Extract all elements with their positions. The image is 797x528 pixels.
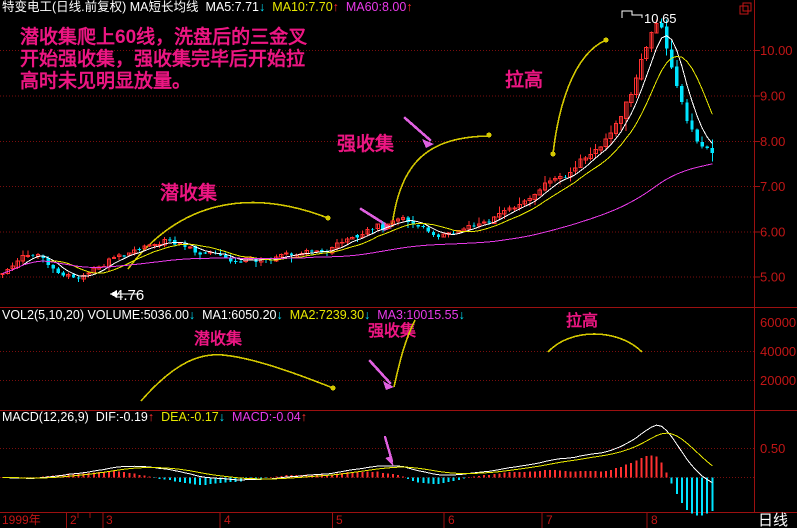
- svg-text:0.50: 0.50: [760, 441, 785, 456]
- svg-text:8.00: 8.00: [760, 134, 785, 149]
- svg-text:6.00: 6.00: [760, 224, 785, 239]
- svg-text:8: 8: [651, 513, 658, 527]
- svg-text:4: 4: [224, 513, 231, 527]
- svg-text:潜收集: 潜收集: [194, 329, 243, 348]
- svg-text:高时未见明显放量。: 高时未见明显放量。: [20, 69, 191, 92]
- svg-text:6: 6: [448, 513, 455, 527]
- svg-text:60000: 60000: [760, 315, 796, 330]
- svg-text:7: 7: [546, 513, 553, 527]
- svg-text:4.76: 4.76: [115, 287, 144, 304]
- svg-text:9.00: 9.00: [760, 89, 785, 104]
- svg-text:潜收集: 潜收集: [160, 181, 218, 204]
- svg-text:拉高: 拉高: [566, 311, 598, 330]
- svg-text:1999年: 1999年: [2, 513, 41, 527]
- svg-text:10.65: 10.65: [644, 11, 677, 26]
- svg-text:潜收集爬上60线，洗盘后的三金叉: 潜收集爬上60线，洗盘后的三金叉: [20, 25, 308, 48]
- svg-text:5.00: 5.00: [760, 270, 785, 285]
- svg-text:20000: 20000: [760, 373, 796, 388]
- svg-text:VOL2(5,10,20) VOLUME:5036.00↓: VOL2(5,10,20) VOLUME:5036.00↓ MA1:6050.2…: [2, 308, 465, 322]
- svg-text:特变电工(日线.前复权) MA短长均线 MA5:7.71↓: 特变电工(日线.前复权) MA短长均线 MA5:7.71↓ MA10:7.70↑…: [2, 0, 413, 14]
- svg-text:开始强收集，强收集完毕后开始拉: 开始强收集，强收集完毕后开始拉: [20, 47, 305, 70]
- svg-text:40000: 40000: [760, 344, 796, 359]
- svg-text:3: 3: [106, 513, 113, 527]
- svg-text:10.00: 10.00: [760, 43, 793, 58]
- svg-text:2: 2: [70, 513, 77, 527]
- svg-text:MACD(12,26,9) DIF:-0.19↑ DEA: MACD(12,26,9) DIF:-0.19↑ DEA:-0.17↓ MACD…: [2, 410, 307, 424]
- svg-text:日线: 日线: [758, 512, 788, 528]
- svg-text:强收集: 强收集: [337, 132, 395, 155]
- svg-text:拉高: 拉高: [505, 68, 543, 91]
- svg-text:7.00: 7.00: [760, 179, 785, 194]
- svg-text:5: 5: [336, 513, 343, 527]
